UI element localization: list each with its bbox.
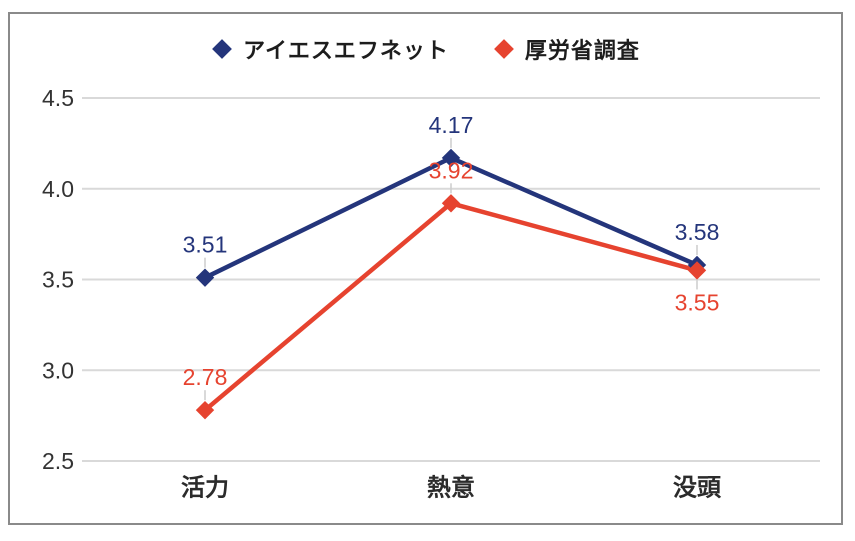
data-point-marker-1-0 — [195, 400, 215, 420]
data-point-label-1-2: 3.55 — [675, 289, 720, 315]
data-point-label-0-0: 3.51 — [183, 232, 228, 258]
chart-legend: アイエスエフネット 厚労省調査 — [0, 33, 855, 65]
y-tick-label-2: 3.5 — [42, 267, 74, 293]
data-point-label-1-1: 3.92 — [429, 157, 474, 183]
data-point-marker-0-0 — [195, 268, 215, 287]
data-point-marker-1-1 — [441, 194, 461, 213]
y-tick-label-3: 4.0 — [42, 176, 74, 202]
legend-label-series-1: 厚労省調査 — [524, 38, 640, 63]
y-tick-label-0: 2.5 — [42, 448, 74, 474]
y-tick-label-4: 4.5 — [42, 85, 74, 111]
legend-label-series-0: アイエスエフネット — [243, 38, 449, 63]
diamond-marker-icon — [212, 39, 233, 59]
x-tick-label-1: 熱意 — [427, 474, 475, 502]
x-tick-label-0: 活力 — [181, 475, 229, 502]
data-point-marker-1-2 — [687, 261, 707, 280]
diamond-marker-icon — [493, 39, 514, 59]
legend-item-series-1: 厚労省調査 — [493, 33, 640, 65]
data-point-marker-0-1 — [441, 148, 461, 168]
y-tick-label-1: 3.0 — [42, 357, 74, 383]
data-point-label-1-0: 2.78 — [183, 364, 228, 390]
data-point-label-0-1: 4.17 — [429, 112, 474, 138]
legend-item-series-0: アイエスエフネット — [212, 33, 449, 65]
data-point-label-0-2: 3.58 — [675, 219, 720, 245]
x-tick-label-2: 没頭 — [673, 475, 722, 502]
